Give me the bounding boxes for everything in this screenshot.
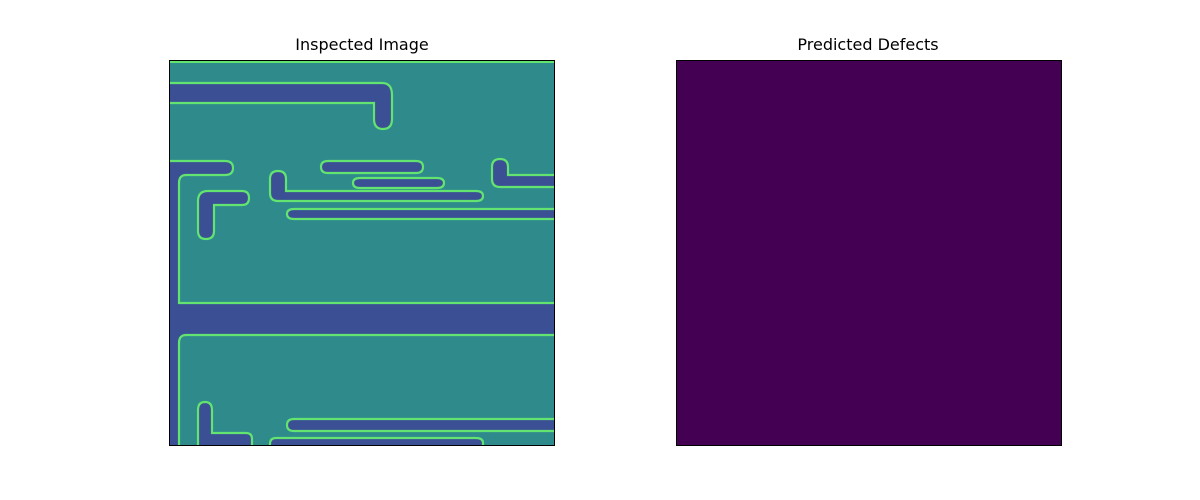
inspected-image-title: Inspected Image <box>295 35 429 54</box>
predicted-defects-title: Predicted Defects <box>797 35 939 54</box>
predicted-defects-mask <box>677 61 1061 445</box>
predicted-defects-panel <box>676 60 1062 446</box>
inspected-image-panel <box>169 60 555 446</box>
inspected-image <box>170 61 554 445</box>
